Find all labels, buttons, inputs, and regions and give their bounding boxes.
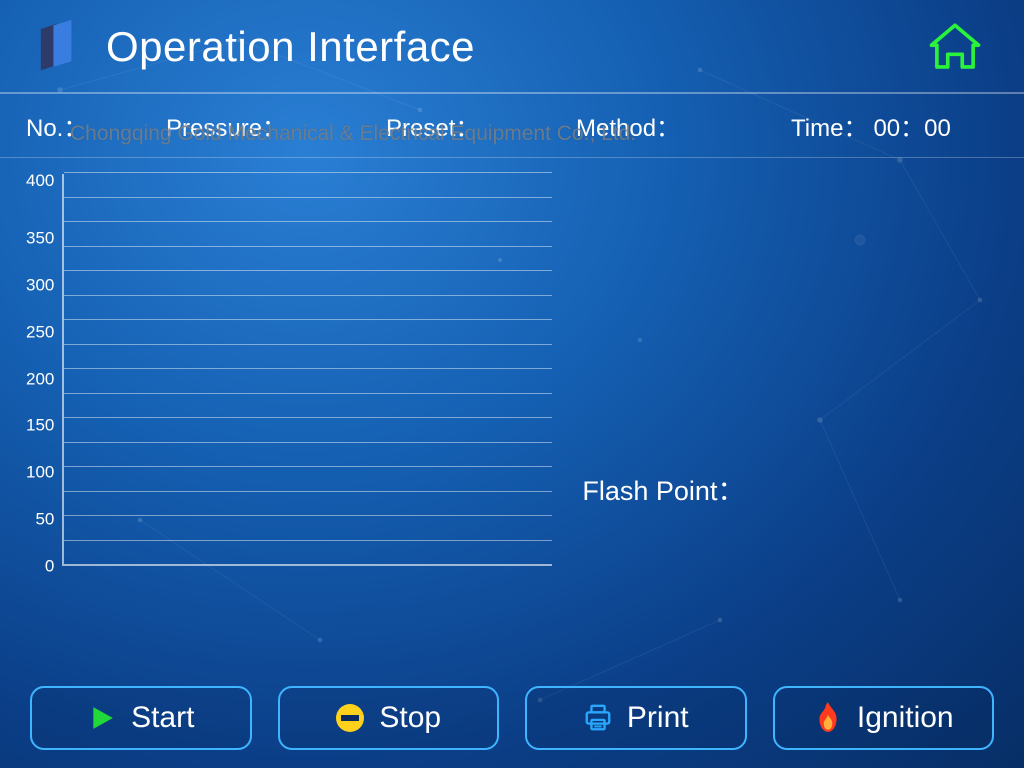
chart-gridline <box>64 442 552 443</box>
side-info: Flash Point： <box>582 174 998 588</box>
print-button[interactable]: Print <box>525 686 747 750</box>
chart-y-tick: 0 <box>45 558 54 575</box>
ignition-label: Ignition <box>857 701 954 735</box>
flash-point-label: Flash Point： <box>582 469 998 508</box>
chart-y-tick: 400 <box>26 172 54 189</box>
home-icon[interactable] <box>926 21 984 73</box>
time-label: Time： <box>791 108 867 143</box>
time-value: 00：00 <box>873 108 950 143</box>
chart-gridline <box>64 466 552 467</box>
chart-gridline <box>64 368 552 369</box>
main-area: 400350300250200150100500 Chongqing Gold … <box>0 158 1024 588</box>
chart-gridline <box>64 515 552 516</box>
start-button[interactable]: Start <box>30 686 252 750</box>
button-row: Start Stop Print <box>0 686 1024 750</box>
watermark-text: Chongqing Gold Mechanical & Electrical E… <box>70 122 636 146</box>
chart-gridline <box>64 221 552 222</box>
chart-y-tick: 150 <box>26 417 54 434</box>
chart-y-tick: 250 <box>26 323 54 340</box>
stop-button[interactable]: Stop <box>278 686 500 750</box>
chart-plot <box>62 174 552 566</box>
chart-gridline <box>64 491 552 492</box>
stop-label: Stop <box>379 701 441 735</box>
printer-icon <box>583 703 613 733</box>
header: Operation Interface <box>0 0 1024 92</box>
chart-y-labels: 400350300250200150100500 <box>26 174 62 566</box>
page-title: Operation Interface <box>106 23 475 71</box>
chart-y-tick: 200 <box>26 370 54 387</box>
chart-gridline <box>64 295 552 296</box>
flame-icon <box>813 703 843 733</box>
play-icon <box>87 703 117 733</box>
start-label: Start <box>131 701 194 735</box>
stop-icon <box>335 703 365 733</box>
chart-gridline <box>64 197 552 198</box>
chart-gridline <box>64 246 552 247</box>
chart-gridline <box>64 417 552 418</box>
chart-y-tick: 50 <box>35 511 54 528</box>
ignition-button[interactable]: Ignition <box>773 686 995 750</box>
chart-gridline <box>64 319 552 320</box>
chart-y-tick: 350 <box>26 229 54 246</box>
app-logo <box>30 20 84 74</box>
chart-y-tick: 300 <box>26 276 54 293</box>
chart-area: 400 350 300 250 200 150 100 50 0 <box>26 174 552 588</box>
chart-gridline <box>64 540 552 541</box>
chart-gridline <box>64 270 552 271</box>
chart-y-tick: 100 <box>26 464 54 481</box>
chart-gridline <box>64 344 552 345</box>
print-label: Print <box>627 701 689 735</box>
chart-gridline <box>64 393 552 394</box>
chart-gridline <box>64 172 552 173</box>
